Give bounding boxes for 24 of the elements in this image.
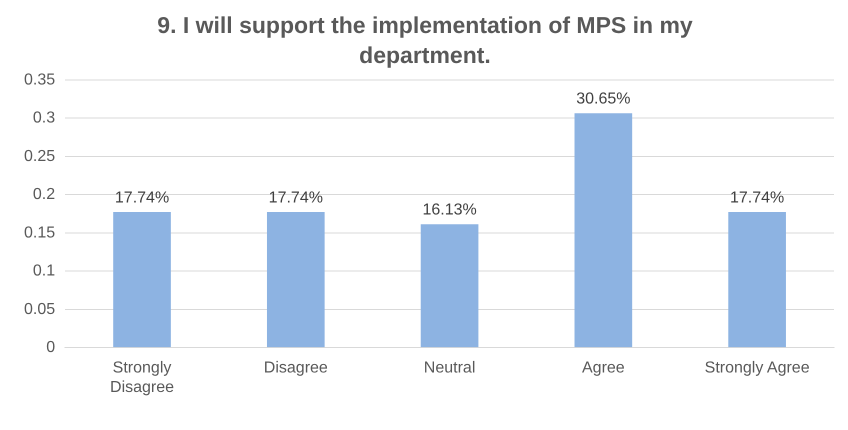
- y-tick-label: 0.2: [32, 186, 56, 204]
- data-label: 17.74%: [268, 189, 323, 206]
- x-tick-label: Agree: [582, 360, 625, 377]
- data-label: 17.74%: [730, 189, 784, 206]
- y-tick-label: 0.15: [24, 224, 56, 242]
- chart-title: 9. I will support the implementation of MPS in my department.: [156, 11, 694, 70]
- data-label: 17.74%: [114, 189, 170, 206]
- bar: [420, 224, 478, 348]
- x-tick-label: Strongly Agree: [704, 360, 810, 377]
- bar: [728, 212, 786, 348]
- y-tick-label: 0.3: [32, 110, 56, 127]
- x-tick-label: Disagree: [264, 360, 328, 377]
- data-label: 16.13%: [422, 202, 477, 219]
- x-tick-label: Strongly Disagree: [110, 360, 174, 396]
- y-tick-label: 0.25: [24, 148, 56, 165]
- x-tick-label: Neutral: [424, 360, 476, 377]
- y-tick-label: 0: [46, 339, 56, 356]
- bar: [574, 113, 632, 348]
- bar: [113, 212, 171, 348]
- y-tick-label: 0.1: [32, 262, 56, 280]
- data-label: 30.65%: [576, 90, 630, 108]
- y-tick-label: 0.35: [24, 71, 56, 88]
- y-tick-label: 0.05: [24, 300, 56, 318]
- bar: [266, 212, 325, 348]
